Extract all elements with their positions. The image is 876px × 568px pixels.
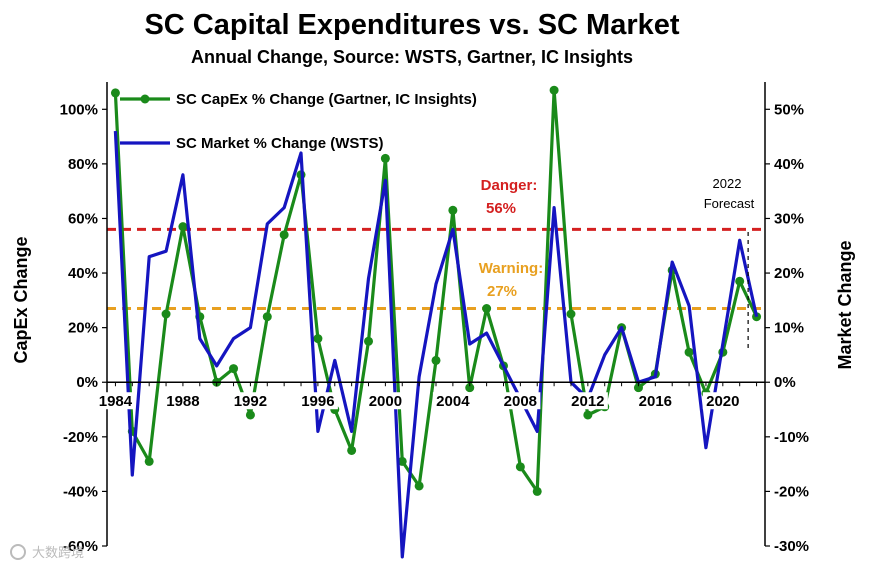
axes-layer: 100% 80% 60% 40% 20% 0% -20% -40% -60% 50% 40% 30% 2…: [60, 82, 809, 555]
y-left-tick-label: 100%: [60, 101, 98, 118]
capex-point: [633, 383, 643, 393]
forecast-label: Forecast: [704, 196, 755, 211]
capex-point: [414, 481, 424, 491]
x-tick-label: 1996: [301, 393, 334, 410]
legend-capex-label: SC CapEx % Change (Gartner, IC Insights): [176, 91, 477, 108]
y-right-tick-label: 20%: [774, 265, 804, 282]
capex-point: [465, 383, 475, 393]
x-tick-label-bg: [297, 392, 338, 410]
x-tick-label-bg: [635, 392, 676, 410]
capex-point: [144, 456, 154, 466]
capex-point: [364, 336, 374, 346]
x-tick-label: 2004: [436, 393, 470, 410]
x-tick-label: 1988: [166, 393, 199, 410]
x-tick-label-bg: [365, 392, 406, 410]
capex-point: [583, 410, 593, 420]
x-tick-label-bg: [702, 392, 743, 410]
x-tick-label: 2012: [571, 393, 604, 410]
watermark: 大数跨境: [10, 544, 84, 561]
capex-point: [532, 486, 542, 496]
capex-point: [431, 355, 441, 365]
capex-point: [279, 230, 289, 240]
capex-point: [178, 222, 188, 232]
x-tick-label: 2008: [504, 393, 537, 410]
x-tick-label: 1984: [99, 393, 133, 410]
forecast-year: 2022: [713, 176, 742, 191]
capex-point: [110, 88, 120, 98]
y-right-tick-label: 40%: [774, 156, 804, 173]
y-left-tick-label: 40%: [68, 265, 98, 282]
y-right-tick-label: 30%: [774, 210, 804, 227]
capex-point: [566, 309, 576, 319]
capex-point: [684, 347, 694, 357]
y-right-tick-label: -30%: [774, 538, 809, 555]
capex-point: [262, 312, 272, 322]
capex-point: [549, 85, 559, 95]
market-series-line: [113, 131, 759, 559]
warning-value: 27%: [487, 283, 517, 300]
capex-point: [161, 309, 171, 319]
capex-point: [245, 410, 255, 420]
y-left-tick-label: 80%: [68, 156, 98, 173]
y-right-tick-label: -10%: [774, 429, 809, 446]
x-tick-label: 1992: [234, 393, 267, 410]
annotations: Danger: 56% Warning: 27% 2022 Forecast: [479, 176, 755, 352]
y-axis-right-label: Market Change: [835, 240, 855, 369]
capex-point: [397, 456, 407, 466]
x-tick-label-bg: [567, 392, 608, 410]
x-tick-label-bg: [162, 392, 203, 410]
capex-point: [515, 462, 525, 472]
capex-point: [347, 445, 357, 455]
legend-market-label: SC Market % Change (WSTS): [176, 135, 384, 152]
y-left-tick-label: -60%: [63, 538, 98, 555]
y-axis-left-label: CapEx Change: [11, 236, 31, 363]
y-left-tick-label: 60%: [68, 210, 98, 227]
y-right-tick-label: 0%: [774, 374, 796, 391]
warning-label: Warning:: [479, 260, 543, 277]
capex-point: [229, 364, 239, 374]
capex-point: [313, 334, 323, 344]
legend: SC CapEx % Change (Gartner, IC Insights)…: [120, 91, 477, 152]
x-tick-label-bg: [95, 392, 136, 410]
y-left-tick-label: 0%: [76, 374, 98, 391]
y-right-tick-label: 50%: [774, 101, 804, 118]
series-layer: [110, 85, 762, 559]
reference-lines: [107, 227, 765, 311]
x-tick-label-bg: [500, 392, 541, 410]
x-tick-label-bg: [432, 392, 473, 410]
x-tick-label: 2000: [369, 393, 402, 410]
capex-point: [482, 304, 492, 314]
y-left-tick-label: 20%: [68, 320, 98, 337]
chart-subtitle: Annual Change, Source: WSTS, Gartner, IC…: [191, 47, 633, 67]
y-right-tick-label: -20%: [774, 483, 809, 500]
x-tick-label: 2016: [639, 393, 672, 410]
capex-point: [448, 205, 458, 215]
capex-point: [735, 276, 745, 286]
watermark-text: 大数跨境: [32, 546, 84, 561]
y-left-tick-label: -20%: [63, 429, 98, 446]
y-right-tick-label: 10%: [774, 320, 804, 337]
x-tick-label: 2020: [706, 393, 739, 410]
chart-title: SC Capital Expenditures vs. SC Market: [144, 9, 679, 41]
x-tick-label-bg: [230, 392, 271, 410]
y-left-tick-label: -40%: [63, 483, 98, 500]
danger-label: Danger:: [481, 177, 538, 194]
watermark-logo-icon: [10, 544, 26, 560]
legend-capex-marker: [140, 94, 150, 104]
danger-value: 56%: [486, 200, 516, 217]
capex-point: [752, 312, 762, 322]
capex-point: [380, 153, 390, 163]
